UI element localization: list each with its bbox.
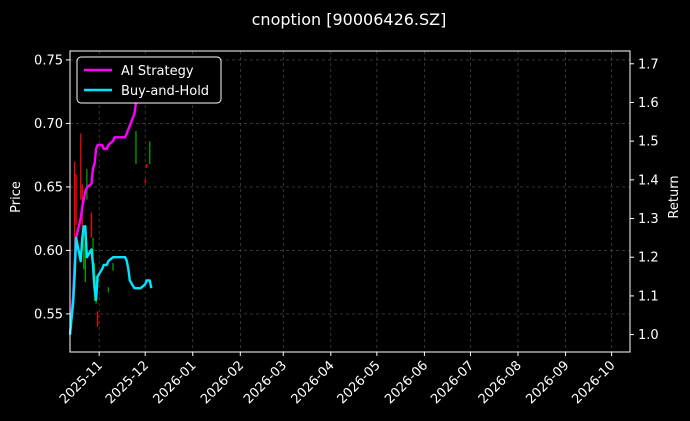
y-tick-label-left: 0.55 <box>34 307 63 322</box>
y-tick-label-right: 1.3 <box>638 212 659 227</box>
y-tick-label-right: 1.6 <box>638 96 659 111</box>
y-tick-label-right: 1.5 <box>638 135 659 150</box>
y-tick-label-right: 1.4 <box>638 173 659 188</box>
y-axis-label-left: Price <box>9 181 24 213</box>
y-tick-label-right: 1.2 <box>638 251 659 266</box>
legend-label-buy-and-hold: Buy-and-Hold <box>121 84 209 99</box>
chart-title: cnoption [90006426.SZ] <box>252 10 447 29</box>
y-axis-label-right: Return <box>667 175 682 218</box>
y-axis-ticks-left: 0.55 0.60 0.65 0.70 0.75 <box>34 53 70 322</box>
y-tick-label-right: 1.7 <box>638 57 659 72</box>
y-tick-label-left: 0.75 <box>34 53 63 68</box>
y-axis-ticks-right: 1.0 1.1 1.2 1.3 1.4 1.5 1.6 1.7 <box>630 57 659 343</box>
y-tick-label-left: 0.60 <box>34 244 63 259</box>
legend-box <box>76 56 222 104</box>
y-tick-label-right: 1.1 <box>638 289 659 304</box>
legend-label-ai-strategy: AI Strategy <box>121 64 194 79</box>
y-tick-label-left: 0.65 <box>34 180 63 195</box>
legend: AI Strategy Buy-and-Hold <box>76 56 222 104</box>
plot-frame <box>69 50 631 353</box>
y-tick-label-left: 0.70 <box>34 117 63 132</box>
series-line-buy-and-hold <box>68 225 153 335</box>
y-tick-label-right: 1.0 <box>638 328 659 343</box>
